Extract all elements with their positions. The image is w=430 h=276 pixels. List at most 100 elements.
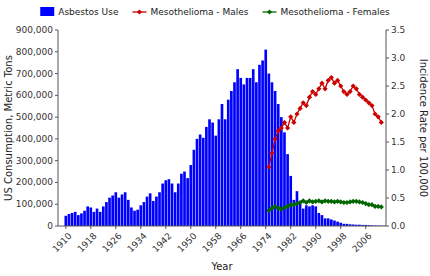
plot-area [64, 50, 385, 226]
marker [285, 125, 290, 130]
bar [211, 123, 214, 226]
legend-marker [137, 9, 142, 14]
bar [77, 215, 80, 226]
bar [318, 213, 321, 226]
bar [89, 207, 92, 226]
y-tick-label: 400,000 [16, 134, 53, 144]
legend-marker [267, 9, 272, 14]
bar [336, 222, 339, 226]
marker [347, 89, 352, 94]
bar [108, 198, 111, 226]
bar [96, 209, 99, 226]
bar [311, 205, 314, 226]
marker [316, 86, 321, 91]
legend-label: Mesothelioma - Females [280, 7, 390, 17]
y2-tick-label: 1.5 [391, 137, 405, 147]
bar [93, 212, 96, 226]
bar [324, 218, 327, 226]
bar [68, 214, 71, 226]
marker [335, 78, 340, 83]
y2-axis-title: Incidence Rate per 100,000 [418, 59, 429, 197]
bar [258, 65, 261, 226]
bar [146, 197, 149, 226]
bar [64, 216, 67, 226]
marker [279, 125, 284, 130]
marker [269, 151, 274, 156]
bar [174, 192, 177, 226]
y-tick-label: 0 [47, 221, 53, 231]
y2-tick-label: 3.0 [391, 53, 406, 63]
y-tick-label: 300,000 [16, 156, 53, 166]
bar [236, 69, 239, 226]
legend-item: Mesothelioma - Females [262, 7, 390, 17]
bar [261, 60, 264, 226]
y-tick-label: 200,000 [16, 177, 53, 187]
bar [296, 191, 299, 226]
legend-label: Asbestos Use [58, 7, 119, 17]
marker [379, 204, 384, 209]
y2-tick-label: 0.5 [391, 193, 405, 203]
y2-tick-label: 2.0 [391, 109, 406, 119]
y-tick-label: 800,000 [16, 47, 53, 57]
bar [208, 119, 211, 226]
x-tick-label: 1910 [50, 231, 73, 254]
marker [294, 111, 299, 116]
x-tick-label: 1998 [325, 231, 348, 254]
x-tick-label: 1942 [150, 231, 173, 254]
marker [322, 86, 327, 91]
bar [124, 192, 127, 226]
bar [139, 205, 142, 226]
marker [354, 86, 359, 91]
bar [264, 50, 267, 226]
y-tick-label: 500,000 [16, 112, 53, 122]
bar [196, 139, 199, 226]
x-tick-label: 1918 [75, 231, 98, 254]
x-axis-title: Year [210, 261, 233, 272]
legend-item: Mesothelioma - Males [132, 7, 248, 17]
line [269, 78, 381, 168]
bar [302, 209, 305, 226]
bar [249, 78, 252, 226]
bar-series [64, 50, 385, 226]
x-tick-label: 1958 [200, 231, 223, 254]
bar [239, 78, 242, 226]
marker [369, 103, 374, 108]
bar [152, 201, 155, 226]
bar [243, 84, 246, 226]
marker [304, 103, 309, 108]
bar [83, 211, 86, 226]
bar [155, 197, 158, 226]
bar [121, 194, 124, 226]
y-axis-title: US Consumption, Metric Tons [3, 55, 14, 201]
bar [327, 218, 330, 226]
bar [224, 119, 227, 226]
marker [376, 114, 381, 119]
bar [321, 215, 324, 226]
bar [283, 132, 286, 226]
bar [158, 192, 161, 226]
x-tick-label: 1990 [300, 231, 323, 254]
bar [214, 136, 217, 226]
bar [99, 212, 102, 226]
legend-item: Asbestos Use [40, 7, 119, 17]
bar [74, 212, 77, 226]
bar [80, 213, 83, 226]
y-axis-line [58, 30, 59, 226]
y2-tick-label: 0.0 [391, 221, 406, 231]
bar [314, 206, 317, 226]
y-tick-label: 700,000 [16, 69, 53, 79]
bar [221, 104, 224, 226]
marker [297, 106, 302, 111]
y2-tick-label: 2.5 [391, 81, 405, 91]
bar [130, 207, 133, 226]
bar [143, 202, 146, 226]
marker [288, 114, 293, 119]
bar [289, 176, 292, 226]
bar [199, 135, 202, 226]
marker [338, 83, 343, 88]
bar [164, 180, 167, 226]
marker [273, 137, 278, 142]
bar [114, 192, 117, 226]
marker [313, 92, 318, 97]
legend-swatch [40, 7, 54, 16]
